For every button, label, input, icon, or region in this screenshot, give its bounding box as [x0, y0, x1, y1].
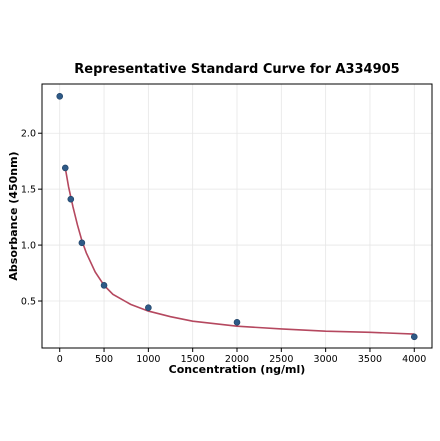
data-points-layer	[56, 93, 418, 341]
fit-curve-layer	[64, 167, 415, 335]
y-axis-ticks: 0.5 1.0 1.5 2.0	[21, 129, 42, 308]
x-tick-label: 500	[95, 354, 113, 365]
x-tick-label: 0	[57, 354, 63, 365]
y-tick-label: 1.0	[21, 241, 36, 252]
data-point	[145, 304, 152, 312]
x-tick-label: 2000	[225, 354, 249, 365]
x-tick-label: 1500	[181, 354, 205, 365]
data-point	[56, 93, 64, 100]
y-tick-label: 2.0	[21, 129, 36, 140]
fit-curve-line	[64, 167, 415, 335]
data-point	[78, 239, 86, 247]
grid	[42, 84, 432, 348]
chart-title: Representative Standard Curve for A33490…	[74, 62, 399, 77]
data-point	[67, 195, 75, 203]
y-axis-label: Absorbance (450nm)	[7, 151, 20, 280]
x-axis-label: Concentration (ng/ml)	[169, 363, 306, 376]
y-tick-label: 0.5	[21, 297, 36, 308]
data-point	[410, 333, 418, 341]
x-tick-label: 3000	[314, 354, 338, 365]
data-point	[61, 164, 69, 172]
x-tick-label: 1000	[136, 354, 160, 365]
x-tick-label: 4000	[402, 354, 426, 365]
data-point	[100, 282, 108, 289]
x-tick-label: 2500	[269, 354, 293, 365]
y-tick-label: 1.5	[21, 185, 36, 196]
x-tick-label: 3500	[358, 354, 382, 365]
x-axis-ticks: 0 500 1000 1500 2000 2500 3000 3500 4000	[57, 348, 426, 365]
data-point	[233, 318, 241, 326]
